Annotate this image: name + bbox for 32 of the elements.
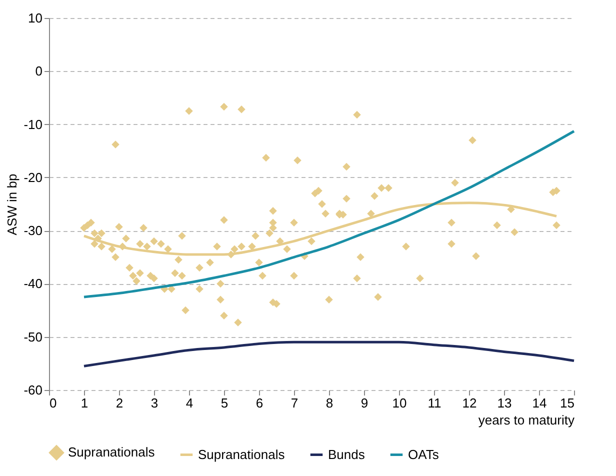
x-tick-label: 13 [497, 396, 512, 410]
legend-label: Supranationals [68, 444, 156, 460]
x-tick-label: 1 [80, 396, 88, 410]
y-tick-label: -40 [24, 276, 42, 292]
y-tick-label: -50 [24, 329, 42, 344]
y-tick-label: 10 [28, 10, 42, 26]
y-tick-label: -10 [24, 116, 42, 132]
legend-label: Supranationals [198, 446, 286, 462]
y-tick-label: 0 [35, 64, 42, 79]
y-axis-title: ASW in bp [4, 174, 20, 236]
x-tick-label: 3 [150, 396, 158, 410]
x-tick-label: 2 [116, 396, 124, 410]
x-tick-label: 11 [428, 396, 442, 410]
x-tick-label: 8 [326, 396, 334, 410]
x-tick-label: 7 [290, 396, 298, 410]
x-tick-label: 0 [50, 396, 57, 410]
x-tick-label: 6 [256, 396, 264, 410]
y-tick-label: -30 [24, 223, 42, 238]
legend-label: OATs [408, 446, 440, 462]
x-tick-label: 10 [392, 396, 407, 410]
legend-label: Bunds [328, 446, 366, 462]
x-tick-label: 4 [186, 396, 194, 410]
x-tick-label: 5 [220, 396, 228, 410]
x-tick-label: 12 [462, 396, 477, 410]
x-tick-label: 9 [360, 396, 368, 410]
line-series [82, 130, 576, 298]
line-series [82, 340, 576, 368]
x-axis-title: years to maturity [478, 412, 575, 428]
y-tick-label: -20 [24, 170, 42, 185]
y-tick-label: -60 [24, 382, 42, 398]
x-tick-label: 15 [560, 396, 574, 410]
x-tick-label: 14 [532, 396, 547, 410]
